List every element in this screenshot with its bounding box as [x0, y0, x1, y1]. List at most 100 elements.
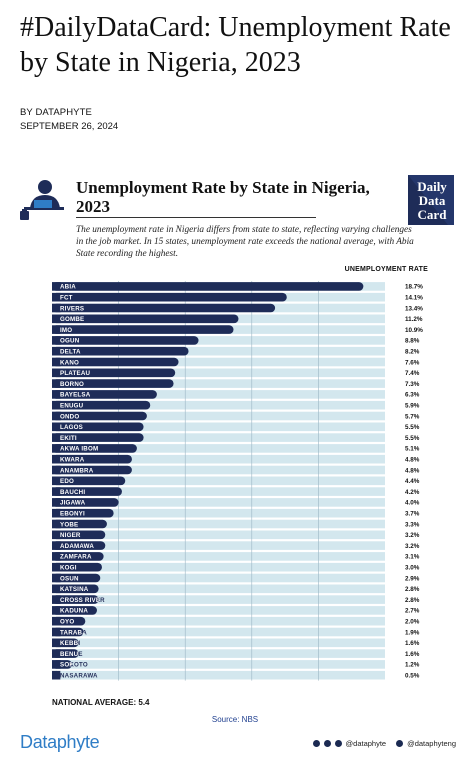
- bar: [52, 595, 99, 604]
- bar: [52, 487, 122, 496]
- bar-track: [52, 670, 385, 680]
- bar-category-label: BAUCHI: [60, 489, 85, 496]
- bar-base: [52, 379, 61, 388]
- bar: [52, 368, 176, 378]
- bar-category-label: JIGAWA: [60, 500, 86, 507]
- bar: [52, 357, 179, 367]
- bar-value-label: 8.2%: [405, 349, 420, 356]
- bar: [52, 541, 106, 550]
- bar-category-label: KANO: [60, 359, 79, 366]
- bar-value-label: 13.4%: [405, 305, 423, 312]
- bar: [52, 573, 101, 583]
- bar-category-label: NASARAWA: [60, 673, 98, 680]
- bar: [52, 606, 97, 615]
- bar-track: [52, 573, 385, 583]
- bar-category-label-overflow: TARABA: [60, 629, 87, 636]
- brand-logo: Dataphyte: [20, 732, 100, 752]
- bar-base: [52, 390, 61, 399]
- bar-base: [52, 670, 61, 680]
- bar-track: [52, 519, 385, 529]
- bar-base: [52, 303, 61, 313]
- bar-category-label: BENUE: [60, 651, 83, 658]
- bar-value-label: 7.4%: [405, 370, 420, 377]
- bar-category-label: TARABA: [60, 629, 87, 636]
- daily-data-card-badge: Daily Data Card: [408, 175, 454, 225]
- bar-base: [52, 508, 61, 518]
- bar-track: [52, 411, 385, 421]
- bar-value-label: 1.6%: [405, 640, 420, 647]
- bar-base: [52, 584, 61, 594]
- bar-value-label: 3.2%: [405, 532, 420, 539]
- bar: [52, 584, 99, 594]
- title-underline: [76, 217, 316, 218]
- bar-value-label: 1.6%: [405, 651, 420, 658]
- bar-base: [52, 314, 61, 324]
- bar-category-label: GOMBE: [60, 316, 84, 323]
- facebook-icon: [312, 740, 320, 747]
- bar-category-label: EDO: [60, 478, 74, 485]
- social-handle-1: @dataphyte: [345, 739, 387, 748]
- bar-value-label: 1.9%: [405, 629, 420, 636]
- bar: [52, 336, 199, 345]
- bar-track: [52, 627, 385, 637]
- bar-track: [52, 357, 385, 367]
- bar-base: [52, 454, 61, 464]
- bar: [52, 325, 234, 334]
- linkedin-icon: [323, 740, 331, 747]
- bar-category-label: FCT: [60, 295, 73, 302]
- bar-value-label: 4.2%: [405, 489, 420, 496]
- bar-category-label: NIGER: [60, 532, 81, 539]
- bar-category-label: EKITI: [60, 435, 77, 442]
- bar-base: [52, 627, 61, 637]
- bar: [52, 390, 157, 399]
- bar-track: [52, 400, 385, 410]
- bar: [52, 433, 144, 442]
- bar-value-label: 7.6%: [405, 359, 420, 366]
- bar-base: [52, 346, 61, 356]
- bar-base: [52, 530, 61, 540]
- byline[interactable]: BY DATAPHYTE: [20, 107, 92, 118]
- bar-category-label-overflow: BENUE: [60, 651, 83, 658]
- bar-track: [52, 487, 385, 496]
- bar-base: [52, 476, 61, 486]
- bar-track: [52, 465, 385, 475]
- bar: [52, 562, 102, 572]
- bar-base: [52, 282, 61, 291]
- bar-value-label: 2.8%: [405, 597, 420, 604]
- bar-category-label: OSUN: [60, 575, 79, 582]
- bar-value-label: 3.7%: [405, 511, 420, 518]
- bar-track: [52, 616, 385, 626]
- bar-base: [52, 541, 61, 550]
- bar-base: [52, 422, 61, 432]
- bar-value-label: 2.9%: [405, 575, 420, 582]
- bar-value-label: 18.7%: [405, 284, 423, 291]
- bar-track: [52, 530, 385, 540]
- bar-base: [52, 368, 61, 378]
- bar-category-label: KADUNA: [60, 608, 88, 615]
- bar: [52, 519, 107, 529]
- national-average: NATIONAL AVERAGE: 5.4: [52, 698, 150, 707]
- bar-value-label: 4.8%: [405, 467, 420, 474]
- bar-track: [52, 454, 385, 464]
- bar-category-label: KWARA: [60, 457, 85, 464]
- bar-value-label: 3.1%: [405, 554, 420, 561]
- bar: [52, 508, 114, 518]
- bar-category-label: BAYELSA: [60, 392, 91, 399]
- bar-category-label: SOKOTO: [60, 662, 88, 669]
- instagram-icon: [334, 740, 342, 747]
- bar-track: [52, 390, 385, 399]
- bar-track: [52, 336, 385, 345]
- bar-base: [52, 357, 61, 367]
- article-headline: #DailyDataCard: Unemployment Rate by Sta…: [20, 12, 451, 78]
- bar-track: [52, 541, 385, 550]
- bar-category-label-overflow: KEBBI: [60, 640, 80, 647]
- bar-base: [52, 606, 61, 615]
- bar-category-label: KOGI: [60, 565, 77, 572]
- bar-track: [52, 638, 385, 648]
- bar-category-label-overflow: NASARAWA: [60, 673, 98, 680]
- card-title: Unemployment Rate by State in Nigeria, 2…: [76, 178, 370, 216]
- bar-value-label: 1.2%: [405, 662, 420, 669]
- bar-track: [52, 660, 385, 669]
- bar-category-label: IMO: [60, 327, 72, 334]
